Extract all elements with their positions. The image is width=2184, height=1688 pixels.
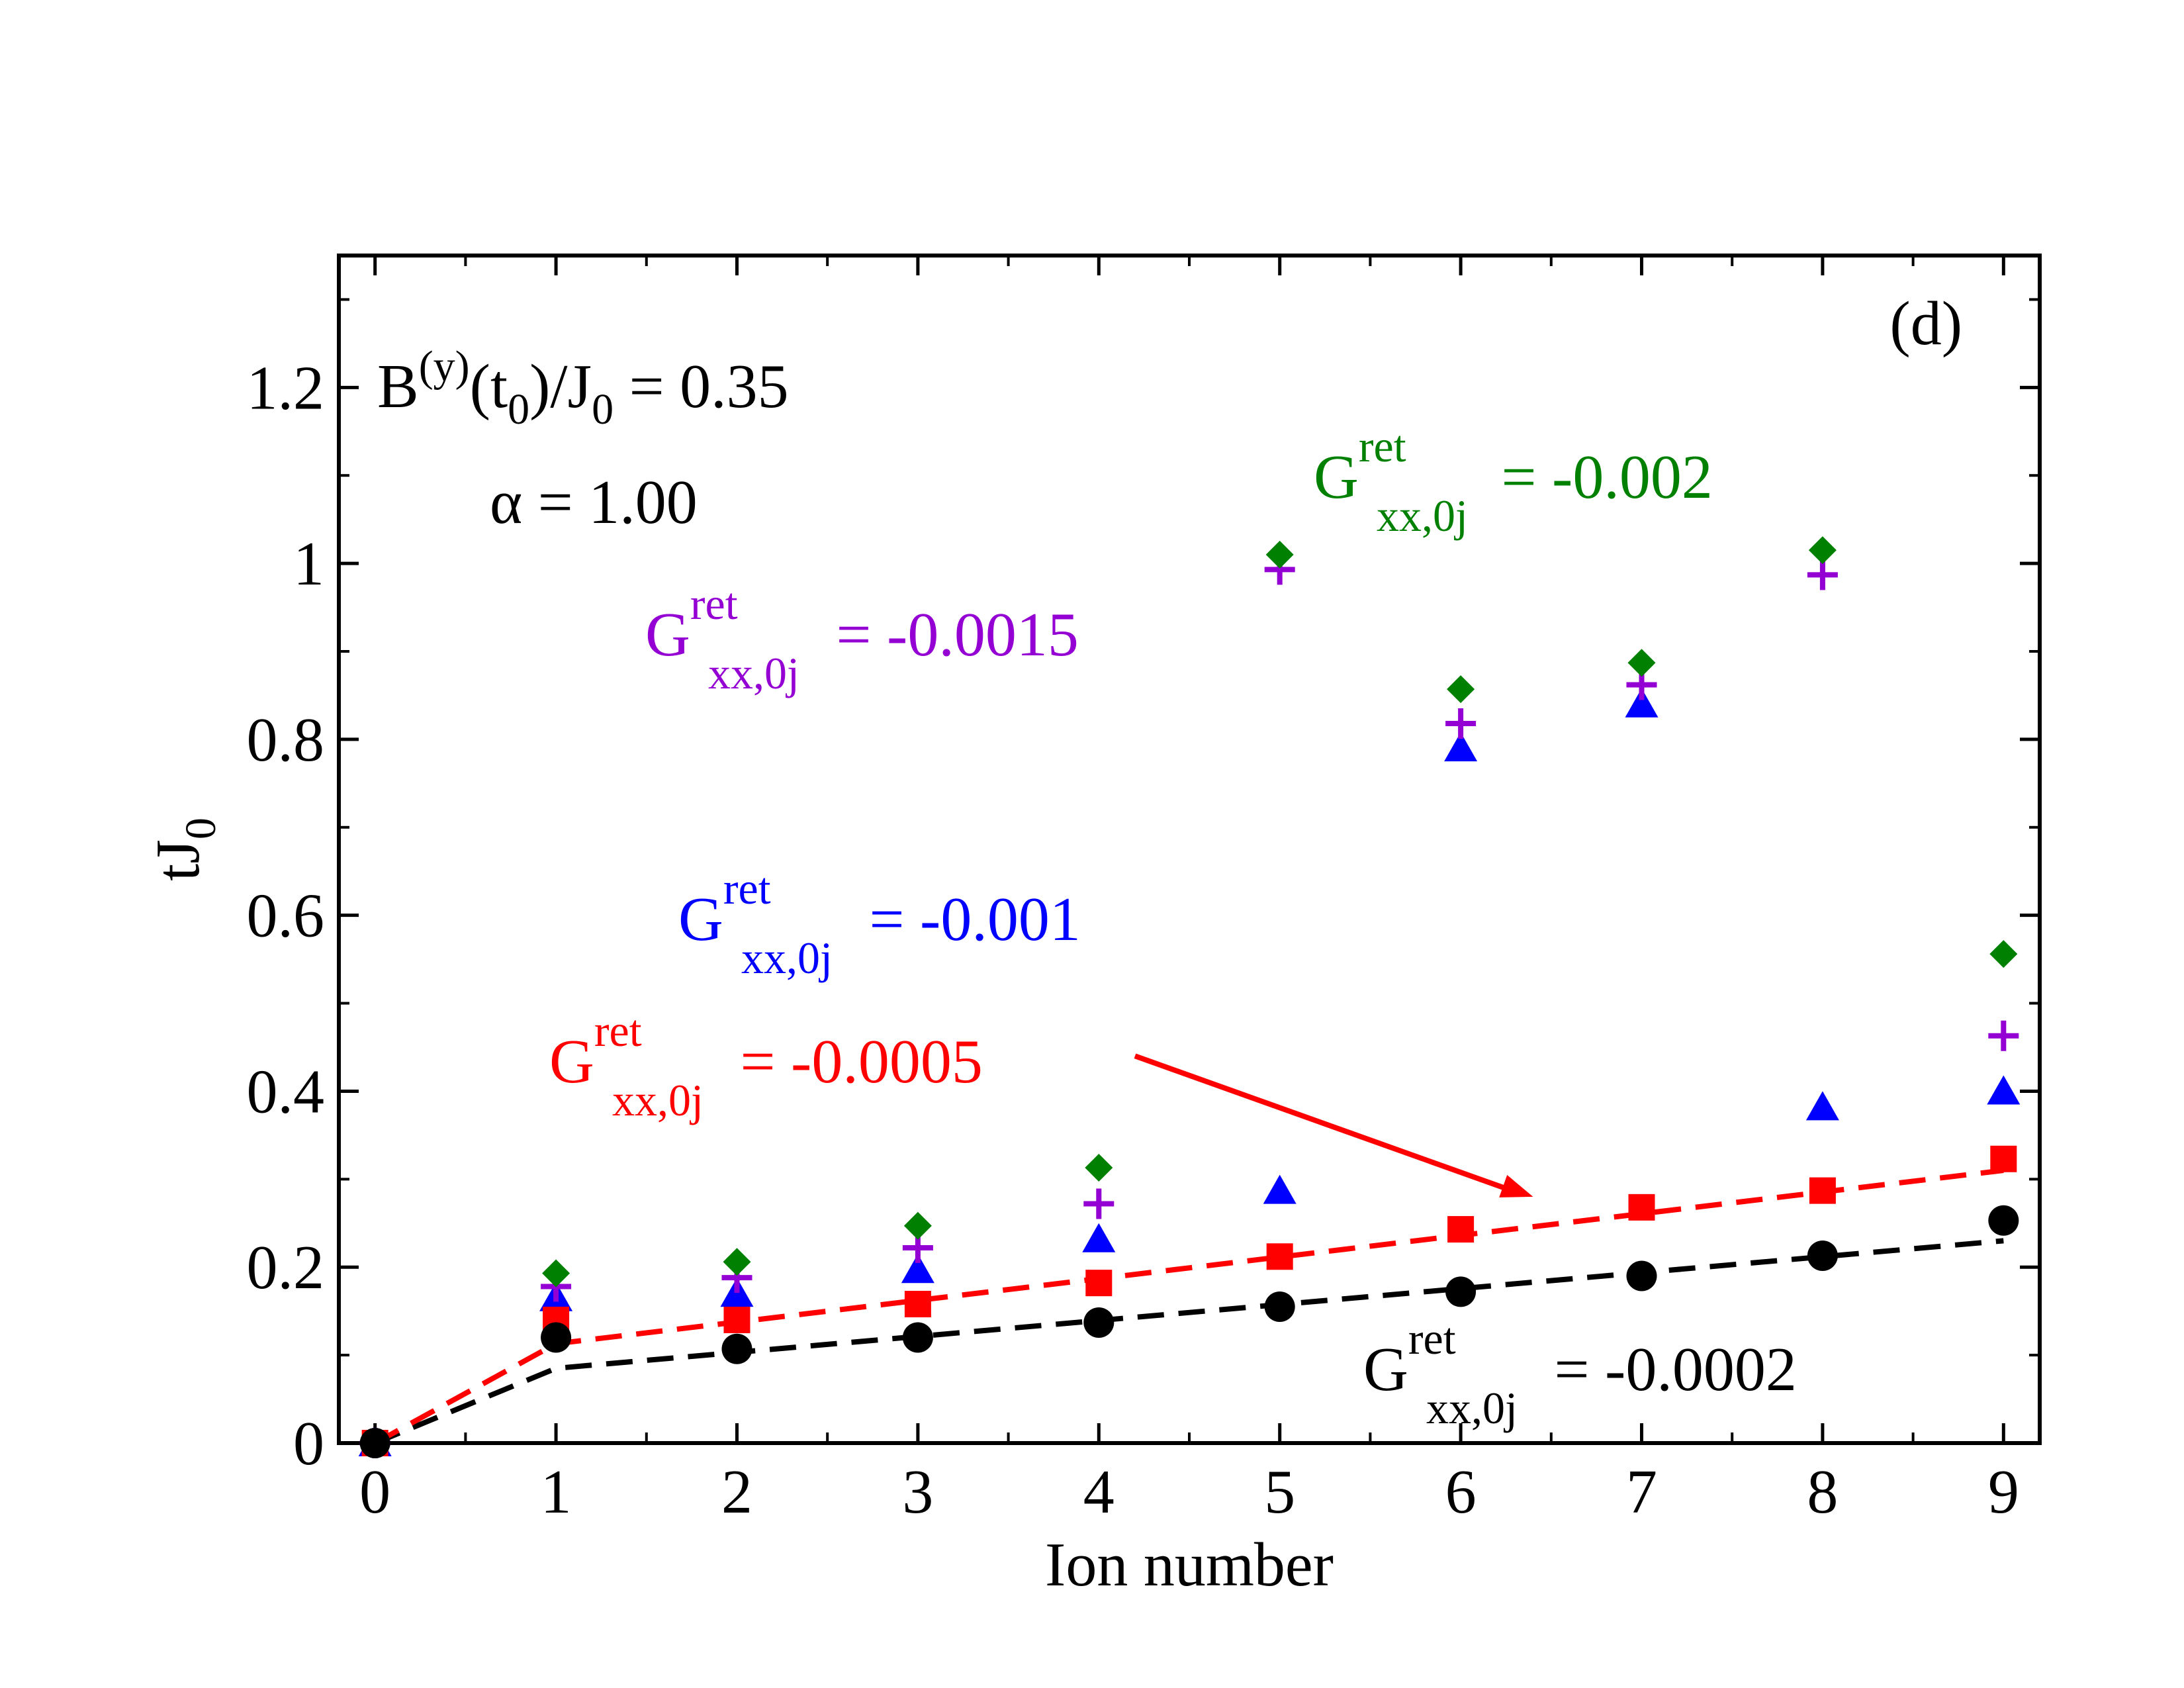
x-axis-label: Ion number <box>1045 1530 1334 1599</box>
data-point <box>1990 1145 2017 1172</box>
data-point <box>1447 1216 1475 1243</box>
data-point <box>1805 1091 1839 1121</box>
data-point <box>1809 1177 1836 1204</box>
series-label-green: Gret xx,0j = -0.002 <box>1314 421 1713 541</box>
arrow-line <box>1134 1053 1521 1196</box>
data-point <box>1085 1154 1113 1182</box>
x-tick-label: 4 <box>1083 1458 1115 1526</box>
y-tick-label: 0.6 <box>247 882 325 951</box>
data-point <box>1445 1276 1477 1307</box>
x-tick-label: 3 <box>902 1458 933 1526</box>
data-point <box>901 1254 934 1284</box>
data-point <box>1264 1291 1295 1323</box>
data-point <box>723 1306 751 1333</box>
data-point <box>902 1322 933 1353</box>
y-tick-label: 1 <box>293 530 324 598</box>
field-param-label: B(y)(t0)/J0 = 0.35 <box>377 342 789 434</box>
series-label-purple: Gret xx,0j = -0.0015 <box>645 579 1079 698</box>
x-tick-label: 8 <box>1807 1458 1838 1526</box>
x-tick-label: 6 <box>1445 1458 1477 1526</box>
data-point <box>1628 1194 1655 1221</box>
data-point <box>1444 732 1478 762</box>
data-point <box>1083 1307 1115 1338</box>
x-tick-label: 0 <box>359 1458 390 1526</box>
fit-line <box>374 1238 2004 1446</box>
panel-label: (d) <box>1889 289 1962 358</box>
plot-area: 0 1 2 3 4 5 6 7 8 9 0 0.2 0.4 0.6 0.8 1 1.2 <box>247 254 2042 1526</box>
y-tick-label: 0.8 <box>247 706 325 774</box>
y-axis-label: tJ0 <box>144 818 225 881</box>
y-tick-label: 0.2 <box>247 1233 325 1302</box>
data-point <box>1447 675 1475 704</box>
data-point <box>1808 536 1837 565</box>
data-point <box>1807 559 1838 590</box>
data-point <box>1626 1260 1657 1291</box>
x-tick-label: 9 <box>1988 1458 2019 1526</box>
series-label-red: Gret xx,0j = -0.0005 <box>549 1006 983 1125</box>
data-point <box>541 1322 572 1353</box>
x-tick-label: 1 <box>541 1458 572 1526</box>
x-tick-label: 5 <box>1264 1458 1295 1526</box>
data-point <box>1083 1188 1115 1219</box>
data-point <box>1987 1075 2021 1105</box>
data-point <box>904 1291 931 1318</box>
data-point <box>723 1248 751 1276</box>
data-point <box>359 1428 390 1458</box>
plot-frame <box>337 254 2042 1445</box>
data-point <box>1445 708 1477 739</box>
arrow-head <box>1499 1174 1533 1197</box>
data-point <box>1989 940 2018 968</box>
data-point <box>1625 688 1659 718</box>
data-point <box>1988 1205 2019 1236</box>
y-tick-label: 1.2 <box>247 353 325 422</box>
y-tick-label: 0 <box>293 1409 324 1478</box>
data-point <box>1265 540 1294 569</box>
data-point <box>1085 1270 1113 1297</box>
data-point <box>1627 649 1656 677</box>
series-label-black: Gret xx,0j = -0.0002 <box>1363 1313 1797 1433</box>
data-point <box>1082 1223 1116 1252</box>
alpha-param-label: α = 1.00 <box>490 468 698 537</box>
data-point <box>1988 1020 2019 1051</box>
data-point <box>542 1259 570 1288</box>
data-point <box>721 1333 752 1364</box>
data-point <box>1263 1174 1297 1204</box>
data-point <box>1807 1240 1838 1271</box>
y-tick-label: 0.4 <box>247 1057 325 1126</box>
x-tick-label: 7 <box>1626 1458 1657 1526</box>
data-point <box>1266 1243 1293 1270</box>
series-label-blue: Gret xx,0j = -0.001 <box>678 863 1081 983</box>
x-tick-label: 2 <box>721 1458 752 1526</box>
data-point <box>903 1211 932 1240</box>
